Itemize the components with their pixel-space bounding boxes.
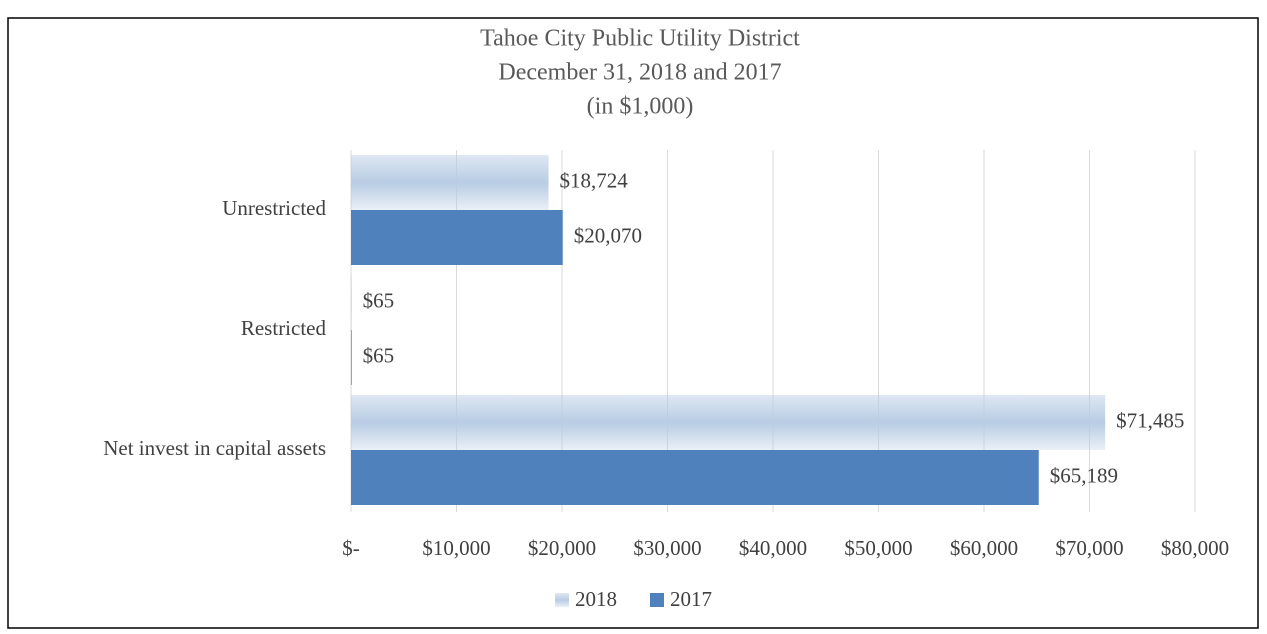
value-label: $20,070 — [574, 223, 642, 247]
x-tick-label: $40,000 — [739, 536, 807, 560]
bar — [351, 210, 563, 265]
legend-label: 2017 — [670, 587, 712, 611]
value-label: $65 — [363, 288, 395, 312]
x-tick-label: $70,000 — [1055, 536, 1123, 560]
bar — [351, 155, 549, 210]
value-label: $18,724 — [560, 168, 629, 192]
bar — [351, 450, 1039, 505]
y-tick-label: Net invest in capital assets — [103, 436, 326, 460]
x-tick-label: $30,000 — [633, 536, 701, 560]
value-label: $65,189 — [1050, 463, 1118, 487]
chart-frame — [7, 17, 1259, 629]
chart-title: Tahoe City Public Utility District — [480, 26, 800, 52]
x-tick-label: $60,000 — [950, 536, 1018, 560]
value-label: $65 — [363, 343, 395, 367]
x-tick-label: $10,000 — [422, 536, 490, 560]
unit-note: (in $1,000) — [587, 94, 694, 120]
x-tick-label: $- — [342, 536, 360, 560]
value-label: $71,485 — [1116, 408, 1184, 432]
x-tick-label: $20,000 — [528, 536, 596, 560]
bar — [351, 275, 352, 330]
legend-swatch — [650, 593, 664, 607]
chart-subtitle: December 31, 2018 and 2017 — [498, 60, 781, 86]
y-tick-label: Restricted — [241, 316, 327, 340]
bar — [351, 330, 352, 385]
x-tick-label: $80,000 — [1161, 536, 1229, 560]
legend-swatch — [555, 593, 569, 607]
y-tick-label: Unrestricted — [222, 196, 326, 220]
x-tick-label: $50,000 — [844, 536, 912, 560]
legend-label: 2018 — [575, 587, 617, 611]
bar — [351, 395, 1106, 450]
